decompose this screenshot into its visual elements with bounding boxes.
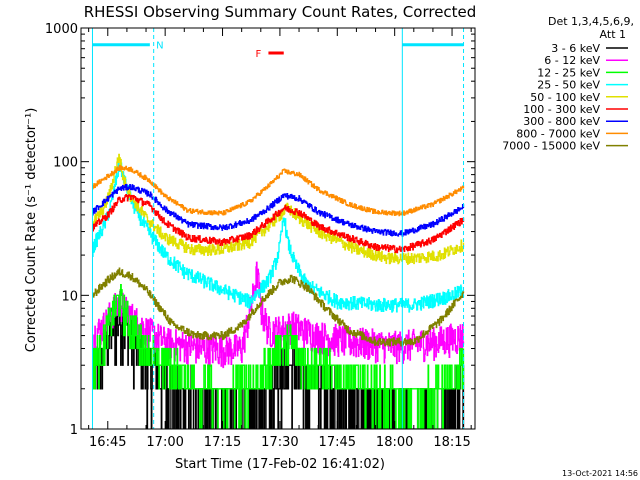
x-tick-label: 16:45 (89, 435, 126, 450)
x-tick-label: 17:15 (204, 435, 241, 450)
x-tick-label: 18:15 (433, 435, 470, 450)
legend-header-line-2: Att 1 (600, 28, 626, 41)
x-tick-label: 18:00 (376, 435, 413, 450)
series-line-2 (92, 284, 465, 429)
x-tick-label: 17:30 (261, 435, 298, 450)
series-line-7 (92, 164, 465, 217)
x-axis-label: Start Time (17-Feb-02 16:41:02) (175, 457, 385, 472)
legend-label: 7000 - 15000 keV (502, 140, 600, 153)
y-axis-label: Corrected Count Rate (s⁻¹ detector⁻¹) (24, 108, 39, 353)
series-line-3 (92, 162, 465, 313)
legend-label: 300 - 800 keV (523, 115, 600, 128)
y-tick-label: 1000 (45, 22, 78, 37)
y-tick-label: 10 (61, 289, 78, 304)
chart-title: RHESSI Observing Summary Count Rates, Co… (84, 3, 477, 21)
series-line-8 (92, 267, 465, 347)
y-tick-label: 100 (53, 156, 78, 171)
legend-label: 25 - 50 keV (537, 79, 600, 92)
legend-label: 3 - 6 keV (551, 42, 600, 55)
y-tick-label: 1 (70, 423, 78, 438)
legend-label: 100 - 300 keV (523, 103, 600, 116)
timestamp: 13-Oct-2021 14:56 (562, 469, 638, 478)
legend-header-line-1: Det 1,3,4,5,6,9, (548, 15, 634, 28)
plot-frame (80, 27, 476, 430)
series-line-5 (92, 194, 465, 254)
legend-label: 50 - 100 keV (530, 91, 600, 104)
x-tick-label: 17:00 (146, 435, 183, 450)
saa-label: F (256, 49, 262, 60)
annotation-layer: NF (91, 28, 465, 429)
night-label: N (156, 41, 163, 52)
legend-label: 12 - 25 keV (537, 66, 600, 79)
x-tick-label: 17:45 (319, 435, 356, 450)
axis-layer: 1 10 100 1000 16:45 17:00 17:15 17:30 17:45 18:00… (45, 22, 475, 450)
legend-label: 6 - 12 keV (544, 54, 600, 67)
legend-label: 800 - 7000 keV (516, 127, 600, 140)
series-layer (92, 153, 465, 429)
